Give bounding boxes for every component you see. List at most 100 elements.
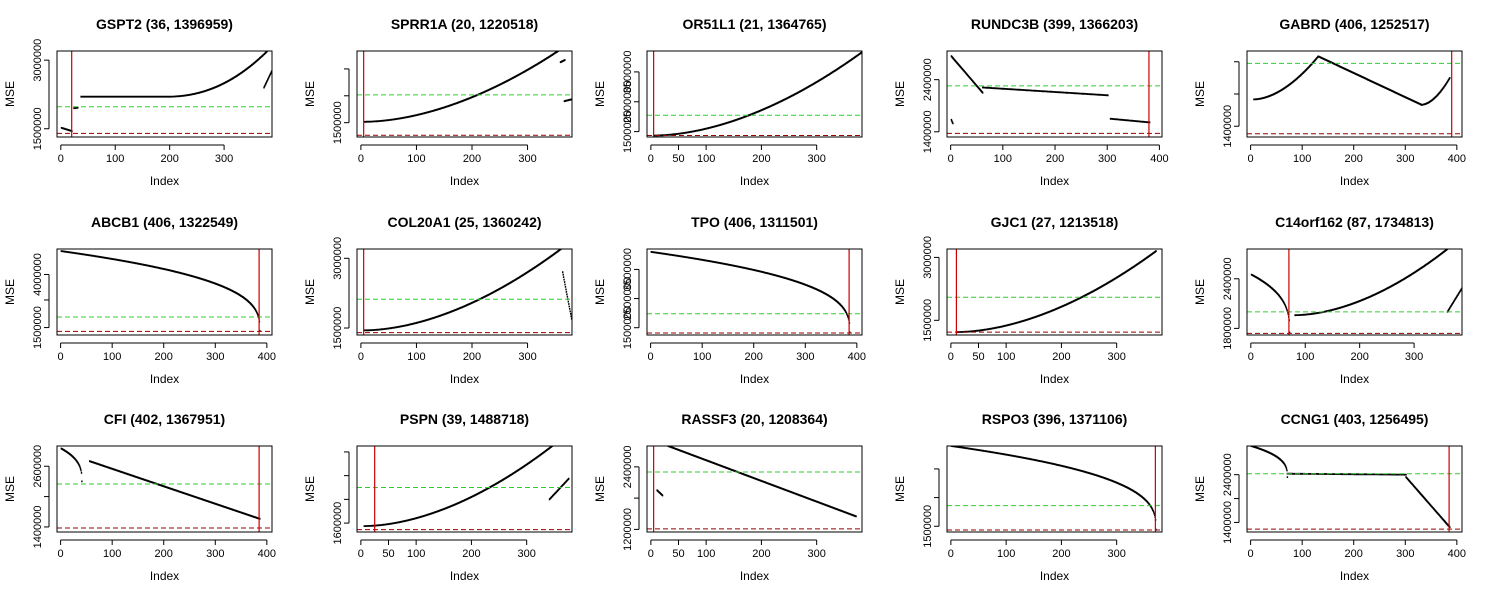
plot-area bbox=[647, 51, 862, 137]
chart-title: GSPT2 (36, 1396959) bbox=[96, 16, 233, 32]
x-axis-label: Index bbox=[1040, 569, 1069, 583]
y-tick-label: 2600000 bbox=[32, 445, 44, 488]
chart-panel: RSPO3 (396, 1371106) 0 100 200 300 Index 15000… bbox=[893, 411, 1163, 583]
y-axis: 1200000 2400000 bbox=[622, 445, 640, 551]
chart-title: PSPN (39, 1488718) bbox=[400, 411, 529, 427]
x-tick-label: 200 bbox=[1350, 351, 1368, 363]
x-tick-label: 200 bbox=[155, 351, 173, 363]
x-tick-label: 0 bbox=[358, 548, 364, 560]
plot-area bbox=[947, 51, 1162, 137]
plot-frame bbox=[946, 445, 1163, 533]
chart-panel: CCNG1 (403, 1256495) 0 100 200 300 400 Index 14… bbox=[1193, 411, 1466, 583]
chart-panel: TPO (406, 1311501) 0 100 200 300 400 Index 1500… bbox=[593, 214, 866, 386]
x-tick-label: 400 bbox=[1150, 153, 1168, 165]
y-axis-label: MSE bbox=[3, 476, 17, 502]
x-tick-label: 300 bbox=[518, 153, 536, 165]
chart-panel: COL20A1 (25, 1360242) 0 100 200 300 Index 1500… bbox=[303, 214, 573, 386]
x-axis: 0 100 200 300 bbox=[58, 144, 233, 165]
x-axis-label: Index bbox=[740, 569, 769, 583]
plot-area bbox=[1247, 51, 1462, 137]
y-axis: 1500000 3000000 bbox=[32, 39, 50, 150]
x-tick-label: 200 bbox=[1052, 351, 1070, 363]
plot-frame bbox=[56, 50, 273, 138]
x-tick-label: 300 bbox=[1396, 153, 1414, 165]
data-series bbox=[1405, 476, 1451, 529]
data-series bbox=[1253, 55, 1319, 101]
y-tick-label: 2500000 bbox=[622, 80, 634, 123]
y-tick-label: 1500000 bbox=[332, 101, 344, 144]
x-tick-label: 50 bbox=[972, 351, 984, 363]
plot-frame bbox=[56, 445, 273, 533]
x-tick-label: 300 bbox=[206, 548, 224, 560]
x-axis-label: Index bbox=[150, 372, 179, 386]
x-tick-label: 100 bbox=[697, 153, 715, 165]
plot-frame bbox=[56, 248, 273, 336]
x-tick-label: 400 bbox=[1448, 548, 1466, 560]
chart-title: OR51L1 (21, 1364765) bbox=[683, 16, 827, 32]
data-series bbox=[60, 250, 261, 332]
data-series bbox=[656, 489, 664, 497]
y-tick-label: 1500000 bbox=[922, 299, 934, 342]
x-tick-label: 400 bbox=[848, 351, 866, 363]
y-tick-label: 1500000 bbox=[32, 107, 44, 150]
y-axis-label: MSE bbox=[893, 279, 907, 305]
y-axis-label: MSE bbox=[303, 81, 317, 107]
x-tick-label: 100 bbox=[1293, 548, 1311, 560]
data-series bbox=[950, 446, 1157, 531]
plot-frame bbox=[356, 248, 573, 336]
data-series bbox=[363, 249, 563, 332]
x-tick-label: 300 bbox=[517, 548, 535, 560]
x-tick-label: 100 bbox=[994, 153, 1012, 165]
plot-area bbox=[1247, 249, 1462, 335]
plot-area bbox=[57, 249, 272, 335]
data-series bbox=[653, 51, 862, 137]
y-tick-label: 1200000 bbox=[622, 508, 634, 551]
x-tick-label: 0 bbox=[358, 351, 364, 363]
x-tick-label: 0 bbox=[358, 153, 364, 165]
y-axis-label: MSE bbox=[593, 279, 607, 305]
x-tick-label: 100 bbox=[103, 351, 121, 363]
x-axis-label: Index bbox=[1340, 372, 1369, 386]
x-tick-label: 200 bbox=[752, 548, 770, 560]
x-axis-label: Index bbox=[450, 569, 479, 583]
x-tick-label: 200 bbox=[1046, 153, 1064, 165]
chart-title: RSPO3 (396, 1371106) bbox=[982, 411, 1128, 427]
y-axis-label: MSE bbox=[303, 476, 317, 502]
x-tick-label: 100 bbox=[407, 548, 425, 560]
data-series bbox=[1294, 249, 1449, 317]
x-tick-label: 300 bbox=[206, 351, 224, 363]
x-tick-label: 0 bbox=[648, 153, 654, 165]
x-axis: 0 100 200 300 400 bbox=[58, 342, 276, 363]
chart-title: SPRR1A (20, 1220518) bbox=[391, 16, 538, 32]
chart-panel: GABRD (406, 1252517) 0 100 200 300 400 Index 14… bbox=[1193, 16, 1466, 188]
data-series bbox=[559, 59, 566, 64]
y-axis: 1400000 2400000 bbox=[922, 58, 940, 153]
data-series bbox=[363, 51, 560, 123]
data-series bbox=[563, 98, 572, 103]
y-axis-label: MSE bbox=[593, 81, 607, 107]
y-tick-label: 1500000 bbox=[622, 306, 634, 349]
y-axis: 1600000 bbox=[332, 451, 350, 545]
x-axis-label: Index bbox=[1040, 174, 1069, 188]
y-axis-label: MSE bbox=[593, 476, 607, 502]
x-tick-label: 200 bbox=[155, 548, 173, 560]
x-tick-label: 200 bbox=[463, 351, 481, 363]
data-series bbox=[73, 106, 79, 110]
chart-title: GJC1 (27, 1213518) bbox=[991, 214, 1119, 230]
data-series bbox=[950, 55, 984, 94]
x-tick-label: 400 bbox=[258, 548, 276, 560]
x-tick-label: 100 bbox=[106, 153, 124, 165]
y-tick-label: 1400000 bbox=[32, 506, 44, 549]
plot-frame bbox=[646, 248, 863, 336]
y-axis-label: MSE bbox=[303, 279, 317, 305]
chart-panel: CFI (402, 1367951) 0 100 200 300 400 Index 1400… bbox=[3, 411, 276, 583]
chart-panel: PSPN (39, 1488718) 0 50 100 200 300 Index 16000… bbox=[303, 411, 573, 583]
x-axis-label: Index bbox=[1040, 372, 1069, 386]
y-tick-label: 3000000 bbox=[32, 39, 44, 82]
y-tick-label: 1400000 bbox=[1222, 501, 1234, 544]
x-tick-label: 300 bbox=[1098, 153, 1116, 165]
plot-area bbox=[947, 446, 1162, 532]
chart-panel: RASSF3 (20, 1208364) 0 50 100 200 300 Index 120… bbox=[593, 411, 863, 583]
